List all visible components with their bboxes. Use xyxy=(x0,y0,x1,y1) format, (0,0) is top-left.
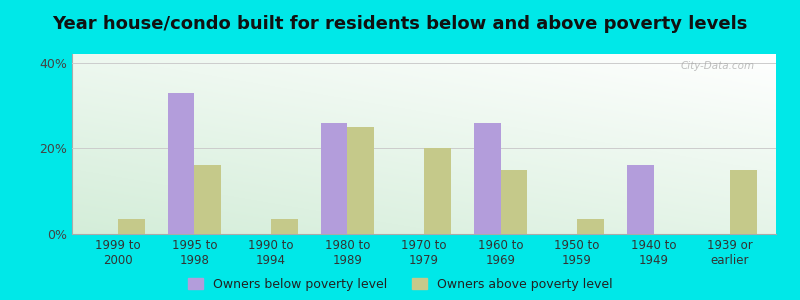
Text: Year house/condo built for residents below and above poverty levels: Year house/condo built for residents bel… xyxy=(52,15,748,33)
Bar xyxy=(118,219,145,234)
Bar xyxy=(730,170,757,234)
Bar xyxy=(424,148,450,234)
Bar xyxy=(168,93,194,234)
Bar xyxy=(347,127,374,234)
Bar xyxy=(194,165,222,234)
Bar xyxy=(626,165,654,234)
Text: City-Data.com: City-Data.com xyxy=(681,61,755,71)
Bar xyxy=(321,123,347,234)
Legend: Owners below poverty level, Owners above poverty level: Owners below poverty level, Owners above… xyxy=(187,278,613,291)
Bar xyxy=(271,219,298,234)
Bar xyxy=(474,123,501,234)
Bar xyxy=(577,219,604,234)
Bar xyxy=(501,170,527,234)
